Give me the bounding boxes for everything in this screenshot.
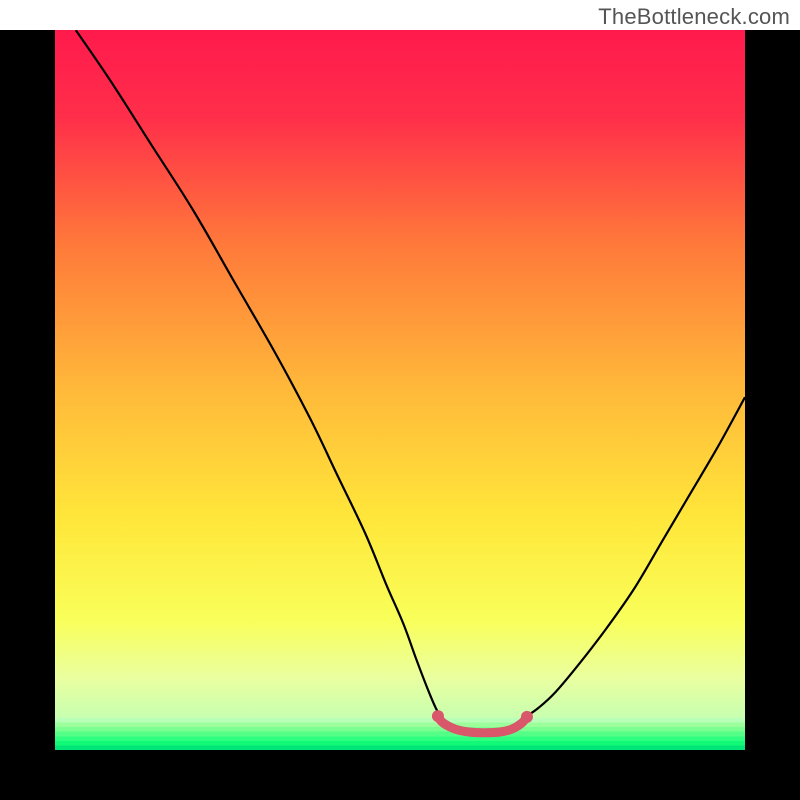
figure-frame: TheBottleneck.com bbox=[0, 0, 800, 800]
valley-end-dot-right bbox=[521, 711, 533, 723]
valley-end-dot-left bbox=[432, 710, 444, 722]
plot-area bbox=[55, 30, 745, 750]
curve-overlay bbox=[55, 30, 745, 750]
watermark-text: TheBottleneck.com bbox=[598, 4, 790, 30]
curve-left_falling_curve bbox=[76, 30, 442, 718]
curve-valley_segment bbox=[438, 716, 527, 733]
curve-right_rising_curve bbox=[524, 397, 745, 717]
